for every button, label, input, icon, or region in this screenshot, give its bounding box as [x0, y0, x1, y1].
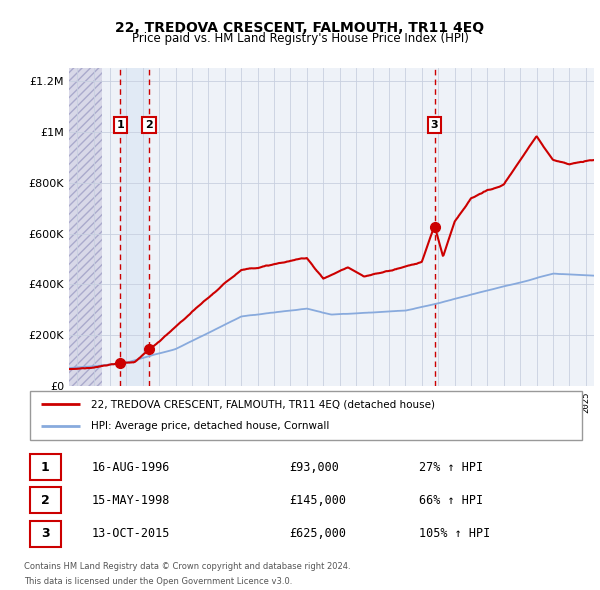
- Text: 22, TREDOVA CRESCENT, FALMOUTH, TR11 4EQ: 22, TREDOVA CRESCENT, FALMOUTH, TR11 4EQ: [115, 21, 485, 35]
- Text: 15-MAY-1998: 15-MAY-1998: [92, 493, 170, 507]
- Text: 105% ↑ HPI: 105% ↑ HPI: [419, 527, 490, 540]
- Text: 16-AUG-1996: 16-AUG-1996: [92, 461, 170, 474]
- Text: 66% ↑ HPI: 66% ↑ HPI: [419, 493, 483, 507]
- FancyBboxPatch shape: [29, 521, 61, 547]
- Text: 22, TREDOVA CRESCENT, FALMOUTH, TR11 4EQ (detached house): 22, TREDOVA CRESCENT, FALMOUTH, TR11 4EQ…: [91, 399, 435, 409]
- Text: Contains HM Land Registry data © Crown copyright and database right 2024.: Contains HM Land Registry data © Crown c…: [24, 562, 350, 571]
- Text: This data is licensed under the Open Government Licence v3.0.: This data is licensed under the Open Gov…: [24, 577, 292, 586]
- Text: 13-OCT-2015: 13-OCT-2015: [92, 527, 170, 540]
- Text: £625,000: £625,000: [289, 527, 346, 540]
- Text: 1: 1: [116, 120, 124, 130]
- FancyBboxPatch shape: [30, 391, 582, 440]
- Text: HPI: Average price, detached house, Cornwall: HPI: Average price, detached house, Corn…: [91, 421, 329, 431]
- Text: 2: 2: [145, 120, 153, 130]
- Text: 3: 3: [41, 527, 49, 540]
- Text: £93,000: £93,000: [289, 461, 339, 474]
- Text: Price paid vs. HM Land Registry's House Price Index (HPI): Price paid vs. HM Land Registry's House …: [131, 32, 469, 45]
- Text: 2: 2: [41, 493, 50, 507]
- Text: £145,000: £145,000: [289, 493, 346, 507]
- FancyBboxPatch shape: [29, 487, 61, 513]
- Text: 3: 3: [431, 120, 439, 130]
- FancyBboxPatch shape: [29, 454, 61, 480]
- Text: 1: 1: [41, 461, 50, 474]
- Text: 27% ↑ HPI: 27% ↑ HPI: [419, 461, 483, 474]
